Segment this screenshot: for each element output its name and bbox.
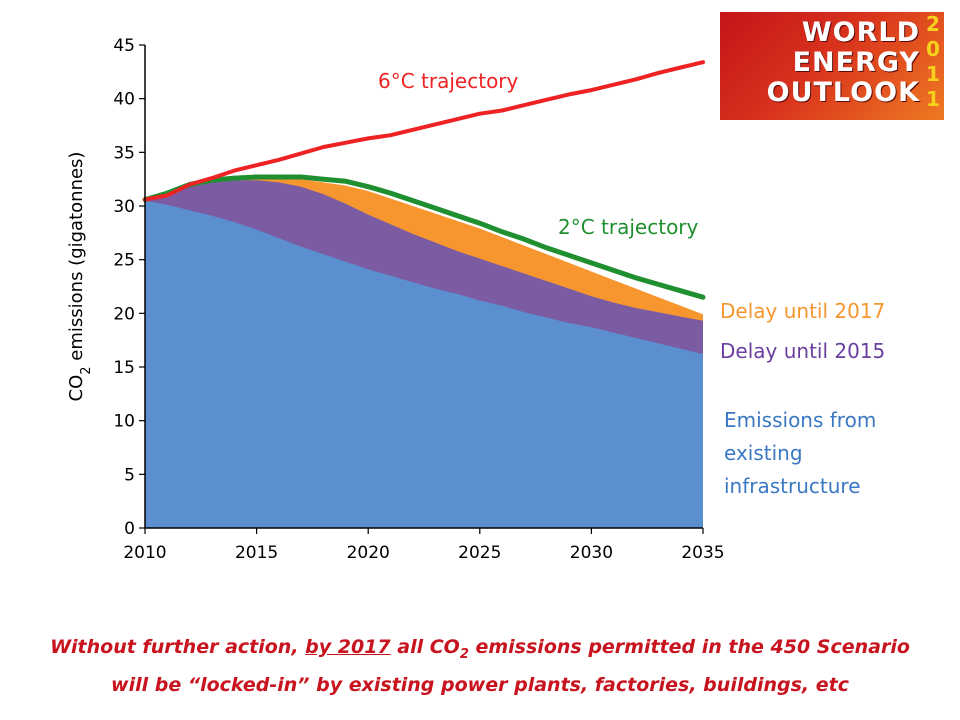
label-delay-2017: Delay until 2017 [720,299,885,323]
logo-year-digit: 2 [926,12,940,36]
line-6c-trajectory [143,60,705,202]
logo-line-energy: ENERGY [792,47,920,78]
y-tick-label: 20 [113,304,135,324]
y-tick-label: 0 [124,519,135,539]
x-tick-label: 2015 [235,543,278,563]
label-existing-infrastructure-line: existing [724,441,803,465]
y-tick-label: 5 [124,465,135,485]
caption-line-2: will be “locked-in” by existing power pl… [111,673,849,696]
y-tick-label: 15 [113,358,135,378]
logo-line-outlook: OUTLOOK [766,77,920,108]
label-delay-2015: Delay until 2015 [720,339,885,363]
y-tick-label: 40 [113,90,135,110]
caption-subscript: 2 [459,646,469,662]
label-2c-trajectory: 2°C trajectory [558,215,699,239]
caption: Without further action, by 2017 all CO2 … [0,632,960,701]
world-energy-outlook-logo: WORLD ENERGY OUTLOOK 2 0 1 1 [720,12,944,120]
label-6c-trajectory: 6°C trajectory [378,69,519,93]
area-emissions-from-existing-infrastructure [145,200,703,528]
areas-layer [145,179,703,528]
labels-layer: 6°C trajectory 2°C trajectory Delay until … [378,69,885,498]
y-tick-label: 45 [113,36,135,56]
y-tick-label: 10 [113,412,135,432]
logo-year-digit: 0 [926,37,940,61]
y-axis-title: CO2 emissions (gigatonnes) [66,152,94,402]
caption-line-1-suffix-a: all CO [390,636,460,658]
caption-underlined-year: by 2017 [305,636,391,658]
x-tick-label: 2010 [123,543,166,563]
y-tick-label: 25 [113,251,135,271]
y-tick-label: 30 [113,197,135,217]
x-tick-label: 2035 [681,543,724,563]
x-tick-label: 2030 [570,543,613,563]
label-existing-infrastructure-line: Emissions from [724,408,876,432]
x-tick-label: 2020 [347,543,390,563]
y-tick-label: 35 [113,143,135,163]
caption-line-1: Without further action, by 2017 all CO2 … [0,632,960,670]
lines-layer [142,60,706,300]
logo-line-world: WORLD [801,17,920,48]
caption-line-1-prefix: Without further action, [50,636,306,658]
logo-year-digit: 1 [926,62,940,86]
logo-year: 2 0 1 1 [924,12,942,112]
logo-year-digit: 1 [926,87,940,111]
x-tick-label: 2025 [458,543,501,563]
caption-line-1-suffix-b: emissions permitted in the 450 Scenario [468,636,910,658]
label-existing-infrastructure-line: infrastructure [724,474,861,498]
line-2c-trajectory [142,174,706,300]
